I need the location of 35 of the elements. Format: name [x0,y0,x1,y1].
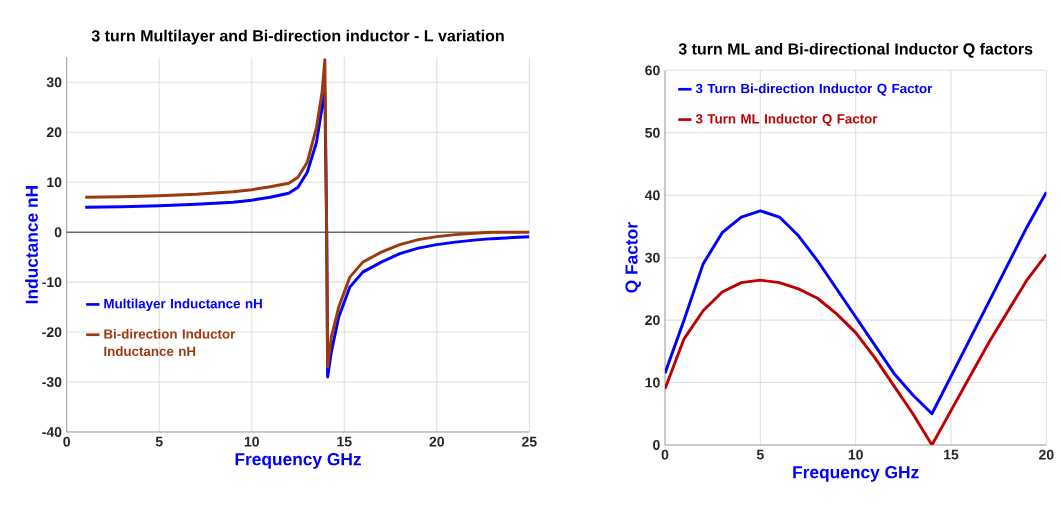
x-tick-label: 20 [429,436,445,447]
x-tick-label: 10 [848,449,863,460]
x-tick-label: 0 [661,449,669,460]
legend-label: 3 Turn Bi-direction Inductor Q Factor [695,83,933,96]
chart-title: 3 turn ML and Bi-directional Inductor Q factors [678,42,1033,58]
y-tick-label: 20 [46,127,62,138]
y-tick-label: -20 [42,327,62,338]
y-tick-label: 10 [645,377,660,388]
x-tick-label: 5 [155,436,163,447]
x-tick-label: 15 [337,436,352,447]
y-tick-label: 30 [46,77,62,88]
y-axis-title: Inductance nH [25,186,38,304]
y-axis-title: Q Factor [625,222,641,293]
y-tick-label: -30 [42,377,62,388]
legend-label: Multilayer Inductance nH [104,298,262,312]
y-tick-label: -40 [42,427,62,437]
y-tick-label: 50 [645,127,660,138]
y-tick-label: 0 [54,227,62,238]
y-tick-label: 60 [645,65,660,76]
x-tick-label: 0 [63,436,70,447]
x-axis-title: Frequency GHz [235,453,361,469]
y-tick-label: 10 [47,177,62,188]
x-tick-label: 15 [944,449,959,460]
x-tick-label: 20 [1039,449,1054,460]
x-axis-title: Frequency GHz [793,466,919,482]
legend-label: 3 Turn ML Inductor Q Factor [695,113,878,127]
x-tick-label: 5 [756,449,764,460]
x-tick-label: 10 [244,436,259,447]
y-tick-label: 40 [644,190,660,201]
y-tick-label: 30 [645,252,660,263]
chart-title: 3 turn Multilayer and Bi-direction inductor - L variation [91,29,504,45]
y-tick-label: 20 [645,315,660,326]
y-tick-label: -10 [42,277,62,288]
x-tick-label: 25 [522,436,537,447]
legend-label: Bi-direction Inductor Inductance nH [104,328,236,357]
